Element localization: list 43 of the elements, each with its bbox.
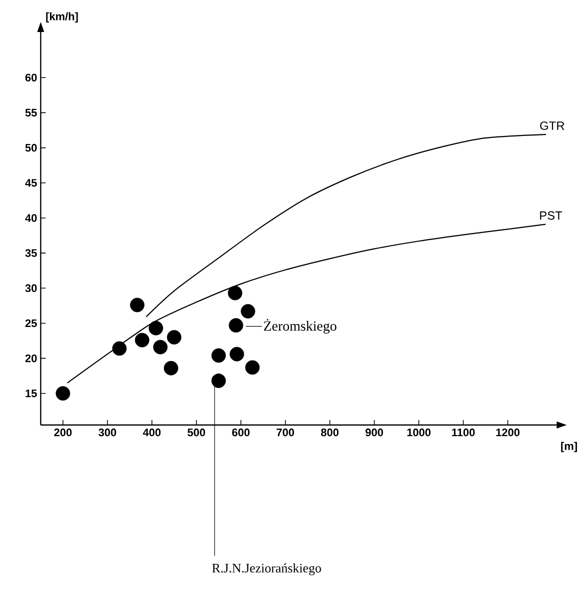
point xyxy=(228,318,244,333)
series-label: GTR xyxy=(540,121,564,130)
y-tick-label: 35 xyxy=(25,249,37,257)
point xyxy=(153,340,168,354)
x-tick-label: 1200 xyxy=(496,428,520,436)
point xyxy=(230,346,244,362)
point xyxy=(112,341,127,356)
x-tick-label: 800 xyxy=(321,428,339,436)
point xyxy=(228,286,242,300)
point xyxy=(56,386,70,401)
point xyxy=(164,360,178,376)
annotation: R.J.N.Jeziorańskiego xyxy=(212,563,321,576)
y-tick-label: 40 xyxy=(25,214,37,222)
x-tick-label: 200 xyxy=(54,428,72,436)
y-tick-label: 25 xyxy=(25,319,37,328)
point xyxy=(148,320,164,336)
y-tick-label: 45 xyxy=(25,179,37,187)
x-tick-label: 600 xyxy=(232,428,250,436)
x-tick-label: 700 xyxy=(276,428,294,436)
point xyxy=(211,374,226,388)
annotation: Żeromskiego xyxy=(264,319,336,334)
point xyxy=(130,298,144,312)
x-tick-label: 1100 xyxy=(452,428,475,436)
line-series xyxy=(66,224,546,384)
point xyxy=(245,360,260,375)
x-tick-label: 300 xyxy=(98,428,116,436)
y-axis-title: [km/h] xyxy=(46,12,78,22)
y-tick-label: 55 xyxy=(25,108,37,117)
x-tick-label: 400 xyxy=(142,428,161,436)
y-tick-label: 30 xyxy=(25,284,37,292)
series-label: PST xyxy=(540,211,562,220)
point xyxy=(211,348,226,363)
x-axis-title: [m] xyxy=(561,442,577,452)
point xyxy=(134,332,150,348)
y-tick-label: 60 xyxy=(25,74,37,82)
x-tick-label: 900 xyxy=(366,428,384,436)
y-tick-label: 50 xyxy=(25,144,37,152)
x-tick-label: 1000 xyxy=(407,428,431,436)
x-tick-label: 500 xyxy=(188,428,206,436)
y-tick-label: 15 xyxy=(26,390,37,398)
y-tick-label: 20 xyxy=(25,354,37,362)
point xyxy=(240,304,256,319)
point xyxy=(166,330,182,344)
